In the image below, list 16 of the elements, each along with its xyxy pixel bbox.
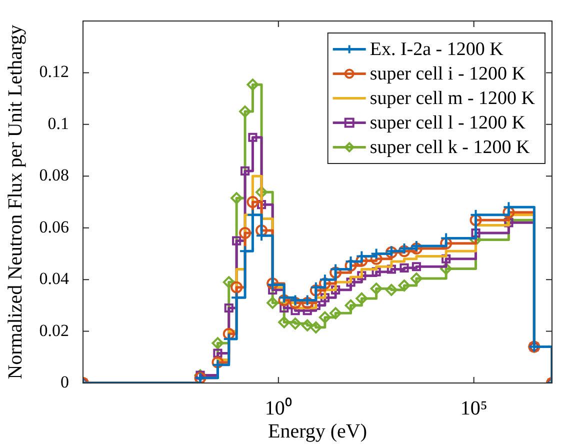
y-tick-label: 0.06 <box>39 217 69 236</box>
y-tick-label: 0.08 <box>39 166 69 185</box>
x-tick-label: 10⁵ <box>460 397 488 420</box>
x-axis-title: Energy (eV) <box>268 420 368 442</box>
legend-label: super cell m - 1200 K <box>370 88 536 110</box>
y-tick-label: 0 <box>60 372 69 392</box>
y-axis-title: Normalized Neutron Flux per Unit Lethargy <box>4 24 26 380</box>
y-tick-label: 0.1 <box>48 114 69 133</box>
legend-label: Ex. I-2a - 1200 K <box>370 39 504 60</box>
legend-label: super cell l - 1200 K <box>370 112 526 134</box>
legend-label: super cell k - 1200 K <box>370 137 530 158</box>
y-tick-label: 0.12 <box>39 62 69 82</box>
y-tick-label: 0.04 <box>39 269 70 288</box>
x-tick-label: 10⁰ <box>264 396 292 420</box>
legend-label: super cell i - 1200 K <box>370 64 526 85</box>
y-tick-label: 0.02 <box>39 320 69 340</box>
